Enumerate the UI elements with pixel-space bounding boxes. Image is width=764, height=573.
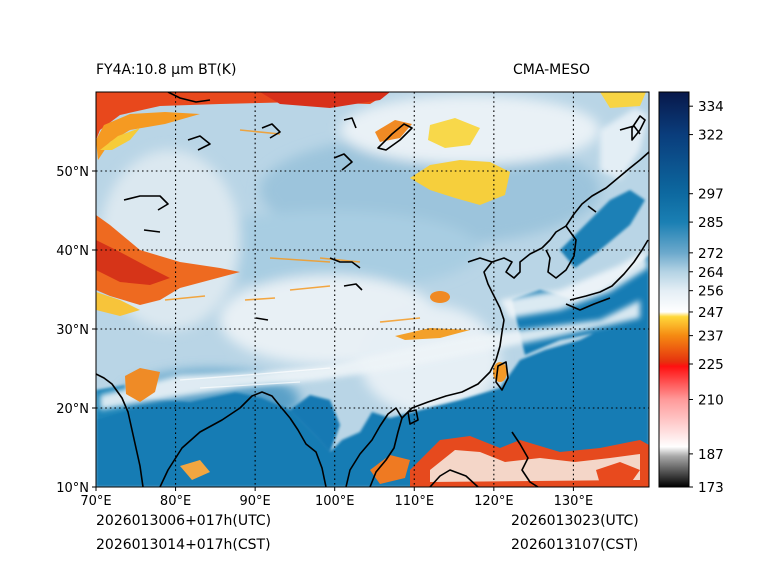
coast-india <box>96 373 144 487</box>
cold-tops-west-yellow <box>96 292 140 316</box>
border-north-1 <box>167 92 211 103</box>
cold-tops-tropics-white <box>430 450 640 482</box>
border-central-4 <box>143 229 161 233</box>
streak-3 <box>244 297 276 301</box>
streak-7 <box>379 317 421 323</box>
colorbar-tick-label: 237 <box>698 329 724 345</box>
streak-white-2 <box>199 381 301 389</box>
colorbar-tick-label: 264 <box>698 265 724 281</box>
cloud-band-subtropical <box>100 300 640 410</box>
coast-okhotsk <box>377 123 413 151</box>
brightness-temperature-map <box>96 92 649 487</box>
coast-philippines <box>511 431 539 487</box>
cold-tops-tropics-3 <box>180 460 210 480</box>
border-central-2 <box>343 283 363 291</box>
cold-tops-northeast-3 <box>600 92 646 108</box>
colorbar-frame <box>658 91 690 488</box>
lat-tick-label: 40°N <box>56 244 89 259</box>
lon-tick-label: 70°E <box>80 494 111 509</box>
cold-tops-spot-35n <box>430 291 450 303</box>
colorbar-gradient <box>659 92 689 487</box>
lat-tick-label: 50°N <box>56 165 89 180</box>
colorbar-tick-label: 322 <box>698 128 724 144</box>
lon-tick-label: 90°E <box>240 494 271 509</box>
init-time-cst: 2026013014+017h(CST) <box>96 537 271 553</box>
border-central-7 <box>343 117 357 129</box>
init-time-utc: 2026013006+017h(UTC) <box>96 513 272 529</box>
streak-5 <box>239 129 281 135</box>
border-east-1 <box>467 257 493 263</box>
streak-1 <box>269 257 331 263</box>
lat-tick-label: 20°N <box>56 402 89 417</box>
colorbar-tick-label: 297 <box>698 187 724 203</box>
cloud-sea-japan <box>600 108 648 180</box>
ocean-bay-of-bengal <box>290 395 340 452</box>
colorbar-tick-label: 285 <box>698 215 724 231</box>
border-central-1 <box>329 257 361 269</box>
hainan <box>407 409 419 425</box>
coast-japan <box>569 239 649 301</box>
cold-tops-northwest <box>96 92 390 140</box>
ocean-sea-of-japan <box>560 190 645 268</box>
cold-tops-northwest-orange <box>96 112 200 160</box>
colorbar-tick-label: 272 <box>698 246 724 262</box>
streak-2 <box>289 285 331 291</box>
cold-tops-west-inner <box>96 240 170 285</box>
border-central-6 <box>333 153 353 171</box>
longitude-axis: 70°E 80°E 90°E 100°E 110°E 120°E 130°E <box>80 487 593 509</box>
border-central-5 <box>255 317 269 321</box>
colorbar-tick-label: 173 <box>698 480 724 496</box>
colorbar-ticks: 173 187 210 225 237 247 256 264 272 285 297 322 334 <box>689 99 724 496</box>
colorbar-tick-label: 187 <box>698 447 724 463</box>
lat-tick-label: 10°N <box>56 481 89 496</box>
border-east-3 <box>619 125 641 135</box>
border-east-2 <box>587 205 597 213</box>
latitude-axis: 10°N 20°N 30°N 40°N 50°N <box>56 165 96 496</box>
border-north-3 <box>187 135 211 151</box>
cold-tops-top-strip <box>260 92 390 108</box>
lat-tick-label: 30°N <box>56 323 89 338</box>
coast-borneo <box>429 469 479 487</box>
colorbar: 173 187 210 225 237 247 256 264 272 285 297 322 334 <box>658 91 724 496</box>
coast-south-china <box>401 319 505 419</box>
coast-japan-south <box>565 297 611 311</box>
taiwan <box>495 361 509 391</box>
streak-4 <box>164 295 206 301</box>
ocean-south <box>96 300 649 487</box>
lon-tick-label: 120°E <box>474 494 514 509</box>
valid-time-utc: 2026013023(UTC) <box>511 513 639 529</box>
cloud-band-east <box>500 250 648 318</box>
coast-korea <box>541 225 577 279</box>
valid-time-cst: 2026013107(CST) <box>511 537 639 553</box>
map-frame <box>95 91 650 488</box>
lon-tick-label: 100°E <box>315 494 355 509</box>
cold-tops-tropics-4 <box>596 462 640 484</box>
colorbar-tick-label: 225 <box>698 357 724 373</box>
cold-tops-india <box>125 368 160 402</box>
cold-tops-northwest-yellow <box>100 128 140 150</box>
title-left: FY4A:10.8 µm BT(K) <box>96 62 237 78</box>
colorbar-tick-label: 247 <box>698 305 724 321</box>
title-right: CMA-MESO <box>513 62 591 78</box>
graticule <box>96 92 649 487</box>
border-central-3 <box>261 123 281 139</box>
lon-tick-label: 110°E <box>395 494 435 509</box>
coast-russia-east <box>565 151 649 227</box>
lon-tick-label: 80°E <box>160 494 191 509</box>
streak-white-1 <box>179 367 331 381</box>
cold-tops-northeast-2 <box>428 118 480 148</box>
cold-tops-northeast <box>410 160 510 205</box>
lon-tick-label: 130°E <box>554 494 594 509</box>
streak-6 <box>319 257 361 263</box>
colorbar-tick-label: 256 <box>698 284 724 300</box>
border-north-2 <box>123 195 169 211</box>
cold-tops-tropics-2 <box>370 455 410 484</box>
coast-east-china <box>483 247 543 321</box>
colorbar-tick-label: 210 <box>698 392 724 408</box>
colorbar-tick-label: 334 <box>698 99 724 115</box>
coast-burma <box>289 417 327 487</box>
